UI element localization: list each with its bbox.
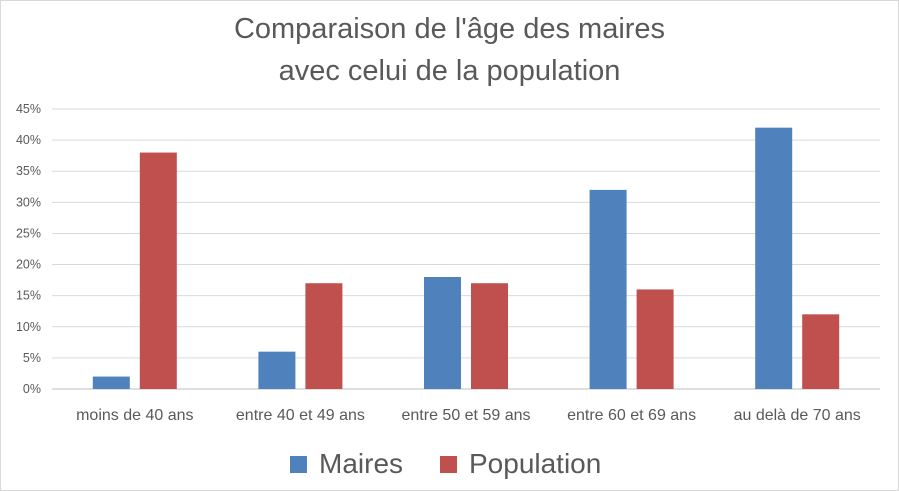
legend-label-population: Population <box>469 448 601 479</box>
legend-swatch-population <box>440 456 457 473</box>
bar-maires <box>92 376 130 389</box>
y-tick-label: 35% <box>16 164 41 178</box>
y-tick-label: 30% <box>16 195 41 209</box>
legend-swatch-maires <box>290 456 307 473</box>
y-tick-label: 0% <box>23 382 41 396</box>
bar-population <box>471 283 508 389</box>
y-tick-label: 15% <box>16 289 41 303</box>
x-tick-label: entre 40 et 49 ans <box>236 407 365 424</box>
bars <box>92 127 840 390</box>
x-axis-ticks: moins de 40 ans entre 40 et 49 ans entre 5… <box>76 407 861 424</box>
gridlines <box>52 108 880 390</box>
bar-population <box>139 152 177 389</box>
legend-label-maires: Maires <box>319 448 403 479</box>
bar-maires <box>424 277 461 389</box>
x-tick-label: au delà de 70 ans <box>734 407 861 424</box>
y-tick-label: 25% <box>16 226 41 240</box>
legend: Maires Population <box>290 448 601 479</box>
bar-maires <box>589 189 627 389</box>
chart-title: Comparaison de l'âge des maires avec cel… <box>0 8 899 92</box>
y-tick-label: 40% <box>16 133 41 147</box>
bar-population <box>636 289 674 389</box>
y-tick-label: 20% <box>16 258 41 272</box>
bar-maires <box>755 127 793 390</box>
y-tick-label: 5% <box>23 351 41 365</box>
chart-title-line-1: Comparaison de l'âge des maires <box>233 13 666 45</box>
y-tick-label: 10% <box>16 320 41 334</box>
x-tick-label: entre 60 et 69 ans <box>567 407 696 424</box>
x-tick-label: moins de 40 ans <box>76 407 193 424</box>
bar-maires <box>258 351 296 389</box>
bar-population <box>305 283 343 389</box>
bar-population <box>802 314 840 389</box>
chart-title-line-2: avec celui de la population <box>278 55 621 87</box>
x-tick-label: entre 50 et 59 ans <box>402 407 531 424</box>
y-axis-ticks: 0% 5% 10% 15% 20% 25% 30% 35% 40% 45% <box>16 102 41 396</box>
y-tick-label: 45% <box>16 102 41 116</box>
